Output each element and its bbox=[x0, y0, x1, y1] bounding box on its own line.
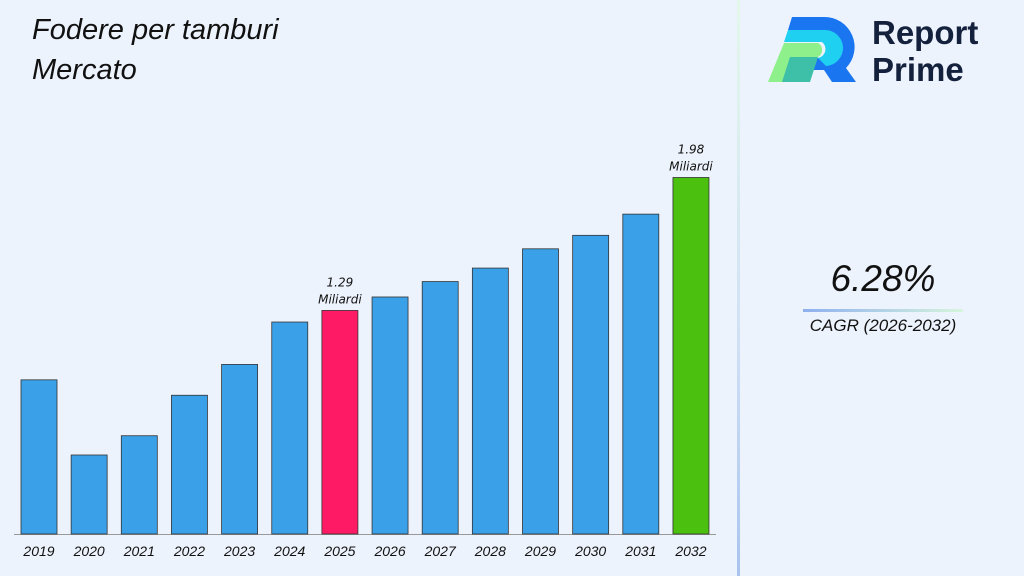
cagr-label: CAGR (2026-2032) bbox=[809, 316, 957, 335]
bar-2019 bbox=[20, 379, 58, 535]
bar-2024 bbox=[271, 321, 309, 535]
x-tick-label: 2025 bbox=[323, 543, 355, 559]
bar-2021 bbox=[120, 435, 158, 535]
bar-2025 bbox=[321, 310, 359, 535]
x-tick-label: 2026 bbox=[373, 543, 405, 559]
x-tick-label: 2020 bbox=[73, 543, 105, 559]
bar-2029 bbox=[522, 248, 559, 535]
x-tick-label: 2027 bbox=[424, 543, 457, 559]
x-tick-label: 2023 bbox=[223, 543, 255, 559]
cagr-value: 6.28% bbox=[830, 258, 936, 299]
x-tick-label: 2024 bbox=[273, 543, 305, 559]
report-prime-logo-icon bbox=[768, 16, 856, 82]
bar-2028 bbox=[471, 267, 509, 535]
bar-2032 bbox=[672, 177, 710, 535]
x-tick-label: 2031 bbox=[624, 543, 656, 559]
bar-2030 bbox=[572, 234, 610, 535]
data-label-value: 1.29 bbox=[327, 275, 354, 289]
bar-2020 bbox=[70, 454, 108, 535]
x-tick-label: 2021 bbox=[123, 543, 155, 559]
title-line-2: Mercato bbox=[32, 54, 137, 86]
data-label-unit: Miliardi bbox=[669, 160, 713, 174]
divider bbox=[737, 0, 740, 576]
bar-chart: 2019 2020 2021 2022 2023 2024 2025 1.29 Miliardi… bbox=[14, 143, 716, 559]
title-line-1: Fodere per tamburi bbox=[32, 14, 279, 46]
cagr-underline bbox=[803, 309, 963, 312]
chart-title: Fodere per tamburi Mercato bbox=[32, 10, 279, 90]
x-tick-label: 2030 bbox=[574, 543, 606, 559]
logo-line-2: Prime bbox=[872, 51, 964, 88]
bar-2023 bbox=[221, 364, 259, 535]
logo-text: Report Prime bbox=[872, 14, 978, 88]
logo-line-1: Report bbox=[872, 14, 979, 51]
data-label-value: 1.98 bbox=[678, 143, 705, 157]
bar-2027 bbox=[421, 281, 459, 535]
bar-2026 bbox=[371, 296, 409, 535]
x-tick-label: 2022 bbox=[173, 543, 205, 559]
bar-2022 bbox=[171, 394, 208, 535]
x-tick-label: 2028 bbox=[474, 543, 506, 559]
bar-2031 bbox=[622, 213, 660, 535]
x-tick-label: 2032 bbox=[674, 543, 706, 559]
data-label-unit: Miliardi bbox=[318, 292, 362, 306]
x-tick-label: 2019 bbox=[22, 543, 54, 559]
x-tick-label: 2029 bbox=[524, 543, 556, 559]
